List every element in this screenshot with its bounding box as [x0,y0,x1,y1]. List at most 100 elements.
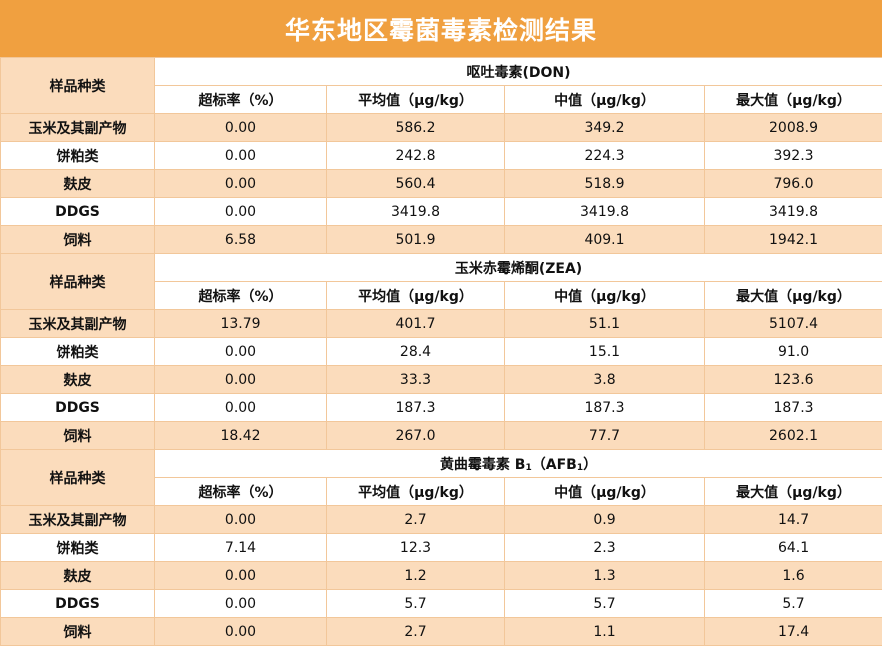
table-row: 玉米及其副产物 0.00 2.7 0.9 14.7 [0,505,882,534]
cell-median: 3419.8 [504,197,705,226]
col-header-max: 最大值（μg/kg） [703,477,882,506]
col-header-max: 最大值（μg/kg） [703,281,882,310]
col-header-exceed-rate: 超标率（%） [154,281,327,310]
col-header-median: 中值（μg/kg） [504,477,705,506]
toxin-title: 呕吐毒素(DON) [153,57,882,86]
col-header-max: 最大值（μg/kg） [703,85,882,114]
cell-max: 187.3 [703,393,882,422]
sample-type-header: 样品种类 [0,253,155,310]
cell-median: 77.7 [504,421,705,450]
row-label: DDGS [0,197,155,226]
table-row: DDGS 0.00 5.7 5.7 5.7 [0,589,882,618]
column-header-row: 超标率（%） 平均值（μg/kg） 中值（μg/kg） 最大值（μg/kg） [1,477,882,506]
row-label: DDGS [0,393,155,422]
cell-exceed-rate: 0.00 [154,617,327,646]
col-header-mean: 平均值（μg/kg） [326,85,505,114]
cell-max: 17.4 [703,617,882,646]
col-header-exceed-rate: 超标率（%） [154,85,327,114]
cell-median: 349.2 [504,113,705,142]
cell-max: 5107.4 [703,309,882,338]
cell-median: 518.9 [504,169,705,198]
cell-median: 2.3 [504,533,705,562]
column-header-row: 超标率（%） 平均值（μg/kg） 中值（μg/kg） 最大值（μg/kg） [1,85,882,114]
table-row: 麸皮 0.00 1.2 1.3 1.6 [0,561,882,590]
cell-exceed-rate: 0.00 [154,141,327,170]
col-header-mean: 平均值（μg/kg） [326,281,505,310]
cell-mean: 560.4 [326,169,505,198]
row-label: 饼粕类 [0,141,155,170]
row-label: 饼粕类 [0,337,155,366]
row-label: 玉米及其副产物 [0,309,155,338]
toxin-title: 玉米赤霉烯酮(ZEA) [153,253,882,282]
cell-median: 0.9 [504,505,705,534]
cell-max: 3419.8 [703,197,882,226]
sample-type-header: 样品种类 [0,57,155,114]
row-label: DDGS [0,589,155,618]
cell-exceed-rate: 7.14 [154,533,327,562]
cell-mean: 586.2 [326,113,505,142]
page-title: 华东地区霉菌毒素检测结果 [0,0,882,57]
cell-mean: 501.9 [326,225,505,254]
row-label: 麸皮 [0,365,155,394]
cell-median: 15.1 [504,337,705,366]
row-label: 饲料 [0,617,155,646]
cell-exceed-rate: 0.00 [154,169,327,198]
cell-mean: 2.7 [326,617,505,646]
cell-mean: 28.4 [326,337,505,366]
col-header-exceed-rate: 超标率（%） [154,477,327,506]
cell-median: 5.7 [504,589,705,618]
table-row: 玉米及其副产物 0.00 586.2 349.2 2008.9 [0,113,882,142]
row-label: 麸皮 [0,169,155,198]
cell-exceed-rate: 6.58 [154,225,327,254]
cell-mean: 3419.8 [326,197,505,226]
cell-max: 392.3 [703,141,882,170]
cell-mean: 267.0 [326,421,505,450]
cell-exceed-rate: 13.79 [154,309,327,338]
table-row: 饲料 18.42 267.0 77.7 2602.1 [0,421,882,450]
cell-max: 796.0 [703,169,882,198]
cell-max: 64.1 [703,533,882,562]
cell-max: 14.7 [703,505,882,534]
section-header-row: 样品种类 呕吐毒素(DON) [0,57,882,114]
cell-exceed-rate: 0.00 [154,113,327,142]
toxin-title-part: （AFB [531,456,577,473]
cell-max: 2008.9 [703,113,882,142]
cell-median: 187.3 [504,393,705,422]
table-row: 麸皮 0.00 560.4 518.9 796.0 [0,169,882,198]
cell-median: 224.3 [504,141,705,170]
mycotoxin-table: 样品种类 呕吐毒素(DON) 超标率（%） 平均值（μg/kg） 中值（μg/k… [0,57,882,646]
row-label: 饼粕类 [0,533,155,562]
cell-mean: 12.3 [326,533,505,562]
cell-max: 91.0 [703,337,882,366]
cell-exceed-rate: 0.00 [154,365,327,394]
cell-exceed-rate: 18.42 [154,421,327,450]
cell-median: 1.1 [504,617,705,646]
toxin-subscript: 1 [525,462,532,473]
table-row: 饼粕类 7.14 12.3 2.3 64.1 [0,533,882,562]
toxin-title: 黄曲霉毒素 B1（AFB1） [153,449,882,478]
cell-max: 2602.1 [703,421,882,450]
cell-max: 5.7 [703,589,882,618]
sample-type-header: 样品种类 [0,449,155,506]
cell-mean: 242.8 [326,141,505,170]
cell-median: 409.1 [504,225,705,254]
col-header-median: 中值（μg/kg） [504,281,705,310]
cell-median: 3.8 [504,365,705,394]
row-label: 玉米及其副产物 [0,113,155,142]
cell-exceed-rate: 0.00 [154,589,327,618]
col-header-median: 中值（μg/kg） [504,85,705,114]
cell-mean: 187.3 [326,393,505,422]
cell-median: 1.3 [504,561,705,590]
cell-mean: 401.7 [326,309,505,338]
row-label: 饲料 [0,225,155,254]
table-row: 麸皮 0.00 33.3 3.8 123.6 [0,365,882,394]
toxin-subscript: 1 [576,462,584,473]
table-row: DDGS 0.00 187.3 187.3 187.3 [0,393,882,422]
table-row: 饼粕类 0.00 242.8 224.3 392.3 [0,141,882,170]
column-header-row: 超标率（%） 平均值（μg/kg） 中值（μg/kg） 最大值（μg/kg） [1,281,882,310]
cell-mean: 33.3 [326,365,505,394]
cell-exceed-rate: 0.00 [154,505,327,534]
cell-max: 1942.1 [703,225,882,254]
cell-max: 1.6 [703,561,882,590]
section-header-row: 样品种类 黄曲霉毒素 B1（AFB1） [0,449,882,506]
